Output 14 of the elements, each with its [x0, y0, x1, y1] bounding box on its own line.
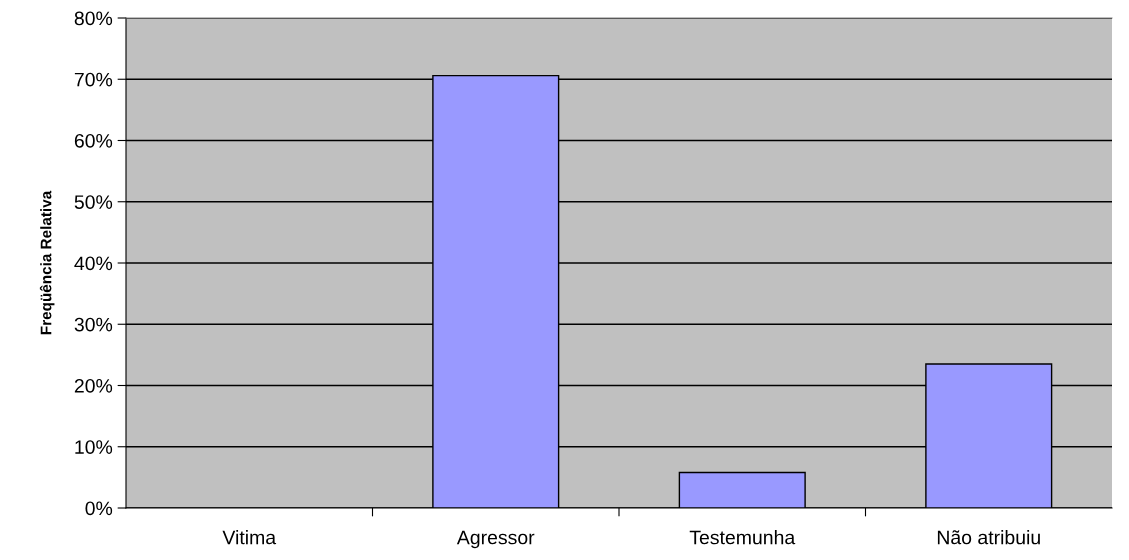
y-axis-title: Freqüência Relativa — [39, 190, 55, 335]
y-tick-label: 30% — [74, 317, 113, 332]
x-tick-label: Agressor — [456, 530, 535, 549]
y-tick-label: 10% — [75, 440, 113, 454]
x-tick-label: Testemunha — [689, 530, 796, 545]
y-tick-label: 70% — [74, 72, 113, 87]
x-tick-label: Não atribuiu — [937, 530, 1040, 545]
y-tick-label: 60% — [74, 133, 113, 148]
y-tick-label: 20% — [74, 378, 113, 393]
y-tick-label: 80% — [74, 11, 113, 26]
y-tick-label: 50% — [74, 195, 113, 209]
y-tick-label: 40% — [74, 256, 113, 271]
y-tick-label: 0% — [85, 501, 113, 516]
x-tick-label: Vitima — [222, 530, 277, 545]
